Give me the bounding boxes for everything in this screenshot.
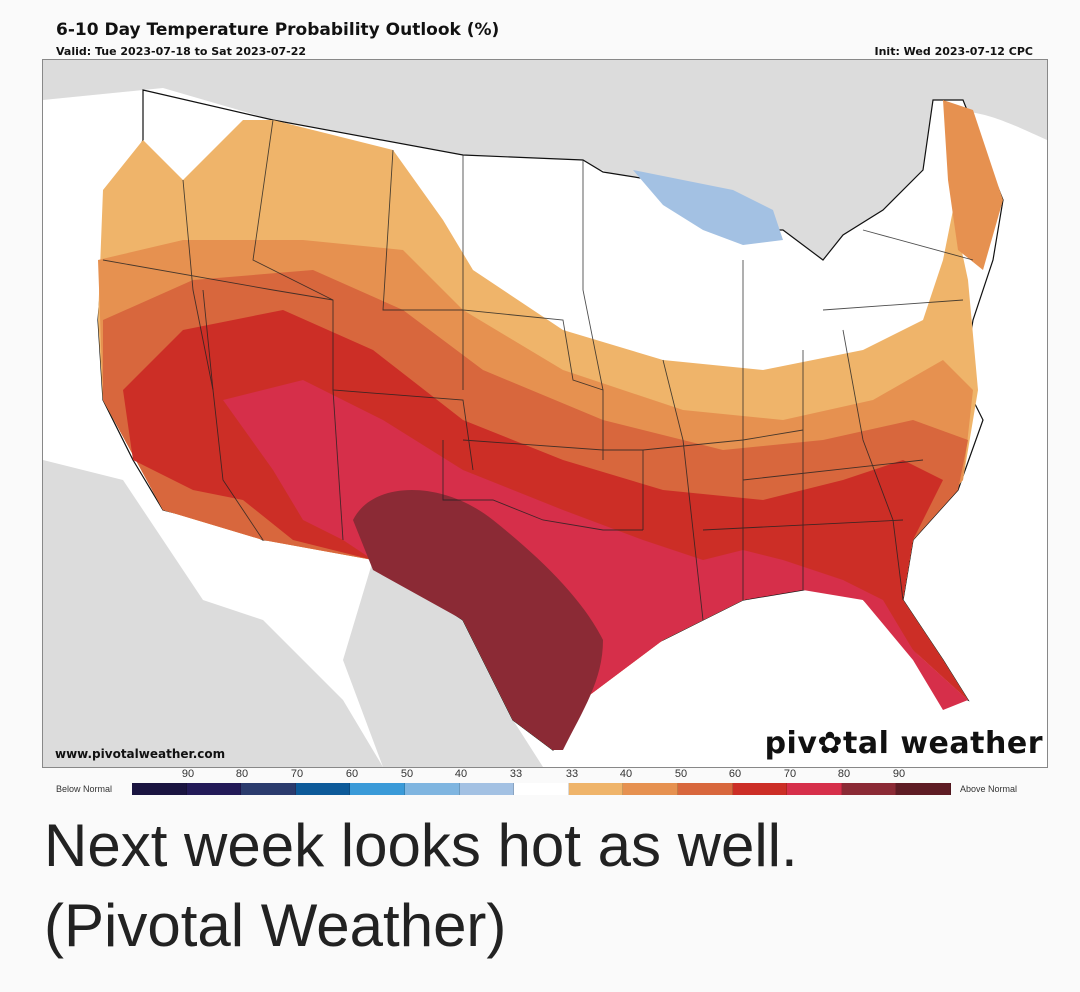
legend-ticks: 90 80 70 60 50 40 33 33 40 50 60 70 80 9… (0, 768, 1080, 782)
legend-color-bar (132, 783, 951, 795)
below-normal-label: Below Normal (56, 784, 113, 794)
valid-dates: Valid: Tue 2023-07-18 to Sat 2023-07-22 (56, 45, 307, 58)
tick-below-90: 90 (181, 768, 195, 780)
legend-swatch-below-50 (350, 783, 405, 795)
legend-swatch-below-33 (459, 783, 515, 795)
legend-swatch-above-80 (841, 783, 897, 795)
legend-swatch-below-90 (132, 783, 187, 795)
color-legend: 90 80 70 60 50 40 33 33 40 50 60 70 80 9… (0, 768, 1080, 798)
tick-below-80: 80 (235, 768, 249, 780)
brand-prefix: piv (764, 726, 818, 761)
legend-swatch-below-70 (241, 783, 296, 795)
legend-swatch-above-60 (732, 783, 788, 795)
legend-swatch-below-80 (186, 783, 242, 795)
tick-above-60: 60 (728, 768, 742, 780)
region-below-33 (633, 170, 783, 245)
legend-swatch-above-90 (896, 783, 951, 795)
state-borders (102, 119, 974, 621)
legend-swatch-below-40 (404, 783, 460, 795)
tick-above-50: 50 (674, 768, 688, 780)
caption-line-1: Next week looks hot as well. (44, 812, 798, 879)
region-above-80 (353, 490, 603, 750)
site-url: www.pivotalweather.com (55, 747, 226, 761)
above-normal-label: Above Normal (960, 784, 1018, 794)
legend-swatch-above-70 (787, 783, 842, 795)
tick-above-40: 40 (619, 768, 633, 780)
tick-above-80: 80 (837, 768, 851, 780)
legend-swatch-above-33 (568, 783, 624, 795)
mexico-land-central (343, 560, 543, 767)
tick-above-33: 33 (565, 768, 579, 780)
tick-below-33: 33 (509, 768, 523, 780)
brand-logo: piv✿tal weather (765, 726, 1043, 761)
region-above-40-northeast (943, 100, 1003, 270)
region-above-70 (223, 380, 968, 750)
tick-below-60: 60 (345, 768, 359, 780)
brand-suffix: tal weather (843, 726, 1043, 761)
outlook-map: www.pivotalweather.com piv✿tal weather (42, 59, 1048, 768)
legend-swatch-above-50 (677, 783, 733, 795)
map-title: 6-10 Day Temperature Probability Outlook… (56, 20, 500, 40)
us-outlook-svg (43, 60, 1047, 767)
init-date: Init: Wed 2023-07-12 CPC (874, 45, 1034, 58)
legend-swatch-above-40 (623, 783, 678, 795)
tick-above-90: 90 (892, 768, 906, 780)
gear-icon: ✿ (817, 726, 844, 761)
tick-below-70: 70 (290, 768, 304, 780)
mexico-land-west (43, 460, 383, 767)
caption-line-2: (Pivotal Weather) (44, 892, 507, 959)
legend-swatch-near-normal (514, 783, 569, 795)
tick-above-70: 70 (783, 768, 797, 780)
tick-below-50: 50 (400, 768, 414, 780)
legend-swatch-below-60 (295, 783, 351, 795)
caption: Next week looks hot as well. (Pivotal We… (44, 806, 798, 966)
tick-below-40: 40 (454, 768, 468, 780)
